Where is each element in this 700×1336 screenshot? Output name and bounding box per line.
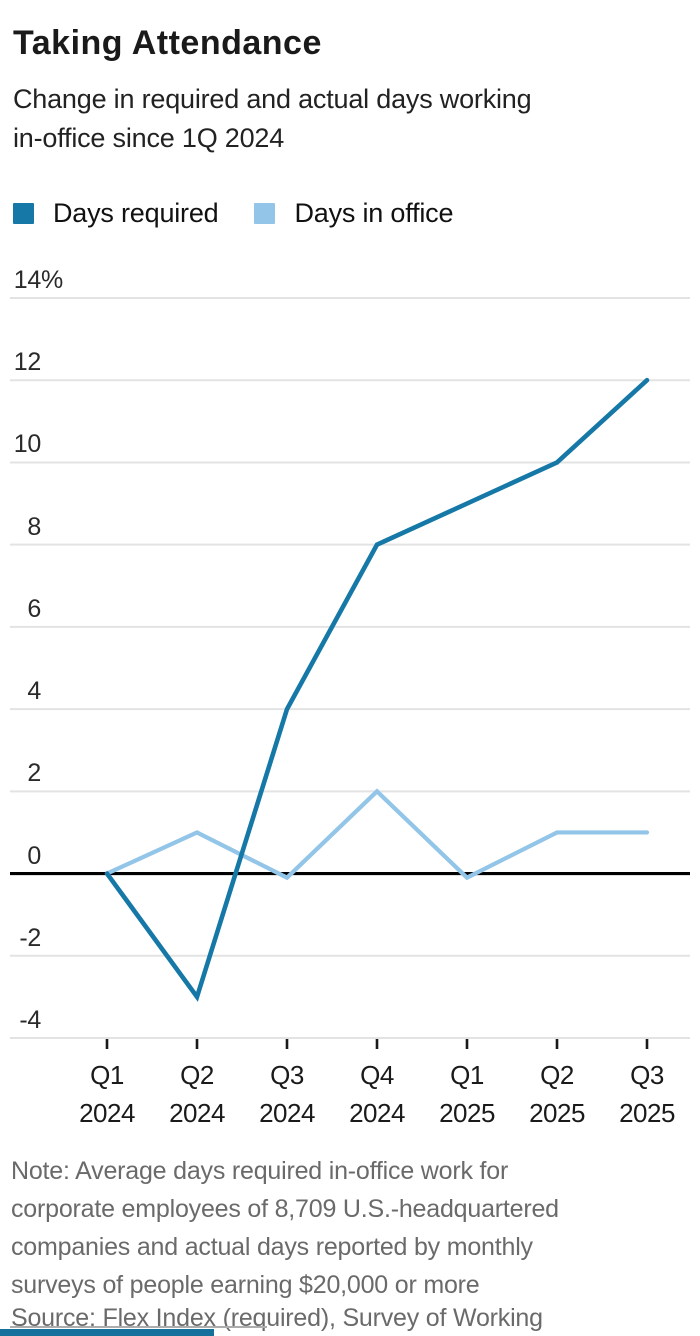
note-line: Note: Average days required in-office wo… [11, 1157, 509, 1185]
x-axis-label: Q1 2024 [79, 1060, 135, 1128]
x-axis-label: Q2 2025 [529, 1060, 585, 1128]
bottom-accent-bar [0, 1329, 214, 1336]
chart-subtitle: Change in required and actual days worki… [13, 80, 532, 158]
note-line: corporate employees of 8,709 U.S.-headqu… [11, 1195, 559, 1223]
subtitle-line-2: in-office since 1Q 2024 [13, 123, 285, 153]
y-axis-label: -2 [19, 923, 41, 952]
x-axis-label: Q3 2025 [619, 1060, 675, 1128]
note-line: surveys of people earning $20,000 or mor… [11, 1271, 480, 1299]
legend-label: Days required [53, 198, 219, 228]
chart-note: Note: Average days required in-office wo… [11, 1152, 559, 1304]
legend-label: Days in office [294, 198, 454, 228]
x-axis-label: Q2 2024 [169, 1060, 225, 1128]
subtitle-line-1: Change in required and actual days worki… [13, 84, 532, 114]
y-axis-label: 6 [27, 594, 41, 623]
y-axis-label: 4 [27, 677, 41, 706]
y-axis-label: 2 [27, 759, 41, 788]
y-axis-label: 12 [13, 348, 42, 377]
y-axis-label: 14% [13, 266, 63, 294]
legend-item-days-required: Days required [13, 198, 219, 229]
series-line-days-required [104, 377, 650, 1002]
source-link-underline [10, 1326, 267, 1328]
legend-swatch-icon [254, 203, 276, 224]
x-axis-label: Q3 2024 [259, 1060, 315, 1128]
y-axis-label: 0 [27, 841, 41, 870]
chart-legend: Days required Days in office [13, 198, 453, 229]
y-axis-label: 10 [13, 430, 42, 459]
y-axis-label: -4 [19, 1006, 41, 1034]
x-axis-label: Q4 2024 [349, 1060, 405, 1128]
series-line-days-in-office [104, 788, 650, 881]
legend-swatch-icon [13, 203, 34, 224]
legend-item-days-in-office: Days in office [254, 198, 453, 229]
y-axis-label: 8 [27, 512, 41, 541]
note-line: companies and actual days reported by mo… [11, 1233, 533, 1261]
chart-title: Taking Attendance [13, 24, 322, 62]
x-axis-label: Q1 2025 [439, 1060, 495, 1128]
